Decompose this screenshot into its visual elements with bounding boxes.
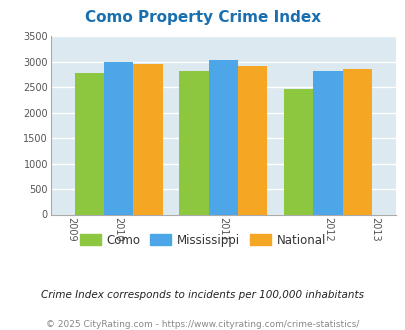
Bar xyxy=(104,62,133,214)
Bar xyxy=(283,89,313,214)
Text: © 2025 CityRating.com - https://www.cityrating.com/crime-statistics/: © 2025 CityRating.com - https://www.city… xyxy=(46,320,359,329)
Legend: Como, Mississippi, National: Como, Mississippi, National xyxy=(75,229,330,251)
Text: Como Property Crime Index: Como Property Crime Index xyxy=(85,10,320,25)
Bar xyxy=(208,60,237,214)
Text: Crime Index corresponds to incidents per 100,000 inhabitants: Crime Index corresponds to incidents per… xyxy=(41,290,364,300)
Bar xyxy=(133,64,162,214)
Bar xyxy=(179,71,208,215)
Bar xyxy=(237,66,266,214)
Bar xyxy=(342,69,371,214)
Bar xyxy=(313,71,342,215)
Bar xyxy=(75,73,104,215)
